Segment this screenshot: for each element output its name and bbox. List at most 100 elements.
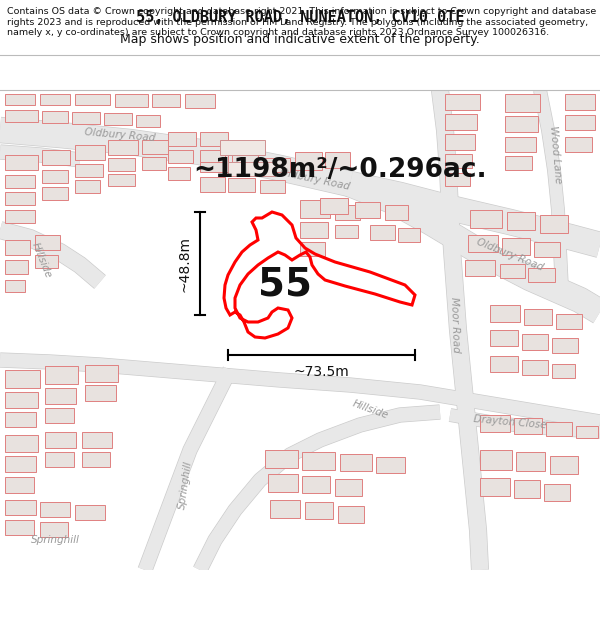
Polygon shape [104, 113, 132, 125]
Polygon shape [5, 110, 38, 122]
Polygon shape [338, 506, 364, 523]
Polygon shape [42, 170, 68, 183]
Polygon shape [200, 132, 228, 146]
Polygon shape [115, 94, 148, 107]
Polygon shape [228, 162, 275, 176]
Polygon shape [505, 94, 540, 112]
Polygon shape [505, 116, 538, 132]
Polygon shape [35, 235, 60, 250]
Polygon shape [42, 187, 68, 200]
Polygon shape [576, 426, 598, 438]
Polygon shape [5, 456, 36, 472]
Polygon shape [550, 456, 578, 474]
Polygon shape [445, 114, 477, 130]
Polygon shape [152, 94, 180, 107]
Polygon shape [108, 140, 138, 155]
Polygon shape [5, 392, 38, 408]
Polygon shape [40, 502, 70, 517]
Polygon shape [232, 155, 258, 170]
Text: Moor Road: Moor Road [449, 297, 461, 353]
Polygon shape [565, 115, 595, 130]
Text: ~1198m²/~0.296ac.: ~1198m²/~0.296ac. [193, 157, 487, 183]
Polygon shape [40, 94, 70, 105]
Polygon shape [385, 205, 408, 220]
Polygon shape [500, 264, 525, 278]
Polygon shape [168, 150, 193, 163]
Text: Oldbury Road: Oldbury Road [475, 237, 545, 273]
Polygon shape [270, 500, 300, 518]
Polygon shape [340, 454, 372, 471]
Polygon shape [42, 111, 68, 123]
Polygon shape [168, 167, 190, 180]
Text: ~73.5m: ~73.5m [293, 365, 349, 379]
Text: Oldbury Road: Oldbury Road [84, 127, 156, 143]
Polygon shape [85, 385, 116, 401]
Polygon shape [5, 155, 38, 170]
Polygon shape [544, 484, 570, 501]
Polygon shape [5, 210, 35, 223]
Polygon shape [40, 522, 68, 537]
Polygon shape [5, 280, 25, 292]
Polygon shape [490, 330, 518, 346]
Polygon shape [522, 360, 548, 375]
Polygon shape [465, 260, 495, 276]
Polygon shape [445, 154, 472, 168]
Polygon shape [335, 479, 362, 496]
Polygon shape [108, 158, 135, 171]
Polygon shape [552, 338, 578, 353]
Polygon shape [325, 152, 350, 168]
Polygon shape [470, 210, 502, 228]
Polygon shape [445, 134, 475, 150]
Polygon shape [540, 215, 568, 233]
Polygon shape [200, 150, 225, 162]
Polygon shape [185, 94, 215, 108]
Polygon shape [5, 477, 34, 493]
Polygon shape [376, 457, 405, 473]
Polygon shape [75, 505, 105, 520]
Polygon shape [524, 309, 552, 325]
Polygon shape [168, 132, 196, 146]
Polygon shape [295, 152, 322, 170]
Polygon shape [505, 156, 532, 170]
Polygon shape [42, 150, 70, 165]
Polygon shape [507, 212, 535, 230]
Polygon shape [528, 268, 555, 282]
Polygon shape [72, 112, 100, 124]
Polygon shape [45, 452, 74, 467]
Polygon shape [5, 175, 35, 188]
Polygon shape [108, 174, 135, 186]
Text: Map shows position and indicative extent of the property.: Map shows position and indicative extent… [120, 34, 480, 46]
Polygon shape [398, 228, 420, 242]
Polygon shape [556, 314, 582, 329]
Polygon shape [200, 155, 228, 172]
Polygon shape [300, 200, 330, 218]
Polygon shape [5, 240, 30, 255]
Polygon shape [228, 178, 255, 192]
Polygon shape [335, 225, 358, 238]
Polygon shape [468, 235, 498, 252]
Text: Hillside: Hillside [350, 399, 389, 421]
Polygon shape [263, 158, 290, 172]
Text: Drayton Close: Drayton Close [473, 414, 547, 430]
Polygon shape [502, 238, 530, 255]
Text: Springhill: Springhill [31, 535, 79, 545]
Polygon shape [5, 370, 40, 388]
Polygon shape [5, 500, 36, 515]
Polygon shape [480, 415, 510, 432]
Text: 55: 55 [258, 266, 312, 304]
Polygon shape [142, 157, 166, 170]
Polygon shape [260, 180, 285, 193]
Polygon shape [5, 192, 35, 205]
Polygon shape [82, 452, 110, 467]
Polygon shape [445, 173, 470, 186]
Polygon shape [45, 366, 78, 384]
Text: Oldbury Road: Oldbury Road [279, 168, 351, 192]
Polygon shape [85, 365, 118, 382]
Polygon shape [5, 260, 28, 274]
Polygon shape [75, 180, 100, 193]
Text: Hillside: Hillside [31, 241, 53, 279]
Polygon shape [305, 502, 333, 519]
Polygon shape [546, 422, 572, 436]
Polygon shape [5, 435, 38, 452]
Polygon shape [265, 450, 298, 468]
